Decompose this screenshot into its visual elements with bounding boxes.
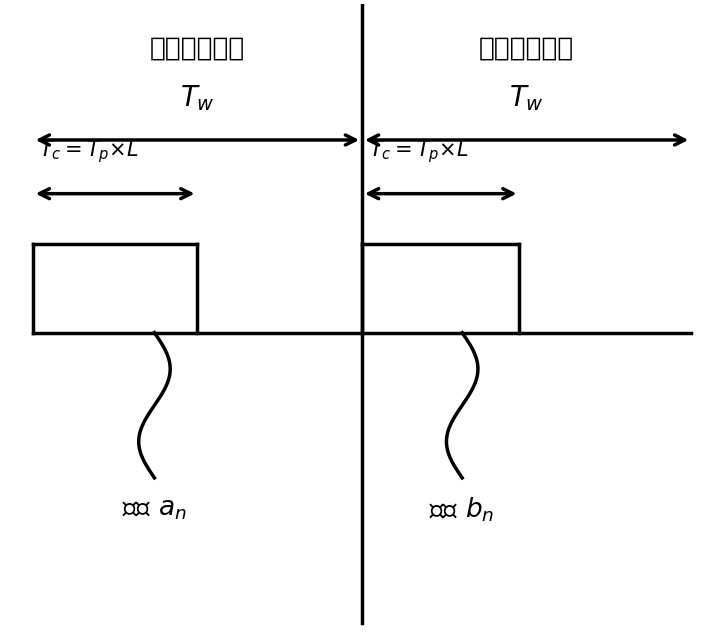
Text: 补码 $b_n$: 补码 $b_n$ xyxy=(429,495,495,524)
Text: $T_c$$=$$T_p$$\times$$L$: $T_c$$=$$T_p$$\times$$L$ xyxy=(369,138,468,165)
Text: 补码 $a_n$: 补码 $a_n$ xyxy=(122,497,187,522)
Text: 脉冲发送周期: 脉冲发送周期 xyxy=(150,35,245,61)
Text: $T_w$: $T_w$ xyxy=(509,84,544,113)
Text: $T_w$: $T_w$ xyxy=(180,84,215,113)
Text: $T_c$$=$$T_p$$\times$$L$: $T_c$$=$$T_p$$\times$$L$ xyxy=(38,138,138,165)
Text: 脉冲发送周期: 脉冲发送周期 xyxy=(479,35,574,61)
